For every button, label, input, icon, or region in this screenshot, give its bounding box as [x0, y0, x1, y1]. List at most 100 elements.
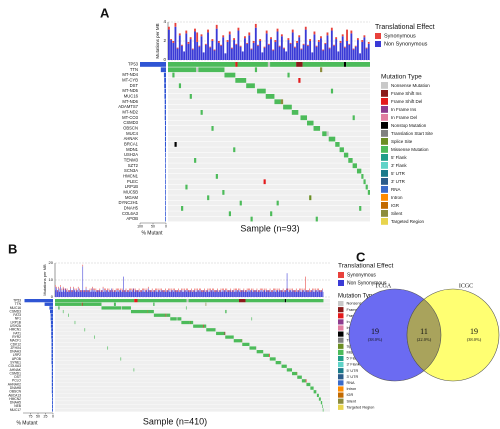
bar-segment: [62, 291, 63, 297]
percent-bar: [165, 190, 166, 195]
bar-segment: [359, 53, 361, 60]
bar-segment: [244, 291, 245, 297]
bar-segment: [155, 291, 157, 297]
bar-segment: [86, 291, 87, 297]
bar-segment: [191, 288, 192, 291]
mutation-cell: [222, 190, 225, 195]
bar-segment: [252, 290, 254, 297]
bar-segment: [144, 291, 145, 297]
gene-label: AHNAK: [124, 136, 139, 141]
bar-segment: [62, 288, 64, 297]
mutation-cell: [322, 404, 323, 408]
bar-segment: [287, 40, 290, 60]
bar-segment: [279, 291, 281, 297]
bar-segment: [79, 290, 81, 292]
mutation-cell: [281, 364, 287, 368]
bar-segment: [120, 288, 122, 291]
mutation-cell: [352, 163, 357, 169]
mutation-cell: [254, 67, 258, 73]
bar-segment: [320, 38, 322, 60]
percent-bar: [51, 357, 53, 361]
legend-swatch: [338, 392, 344, 398]
bar-segment: [210, 291, 212, 297]
bar-segment: [285, 290, 287, 292]
legend-label: Non Synonymous: [384, 41, 428, 47]
bar-segment: [83, 290, 84, 292]
percent-bar: [51, 368, 53, 372]
gene-label: NF1: [15, 317, 21, 321]
legend-label: 5' Flank: [347, 357, 360, 361]
bar-segment: [237, 30, 240, 60]
bar-segment: [169, 290, 171, 297]
bar-segment: [115, 288, 117, 291]
bar-segment: [125, 290, 126, 292]
mutation-cell: [274, 99, 281, 105]
bar-segment: [270, 37, 272, 40]
mutation-cell: [307, 120, 314, 126]
mutation-cell: [286, 299, 324, 303]
legend-swatch: [381, 130, 388, 137]
mutation-cell: [203, 324, 207, 328]
bar-segment: [250, 290, 252, 297]
bar-segment: [113, 290, 115, 292]
bar-segment: [361, 40, 364, 42]
gene-label: FAT3: [13, 313, 21, 317]
matrix-row-bg: [168, 131, 370, 137]
percent-bar: [51, 364, 53, 368]
bar-segment: [276, 291, 277, 297]
mutation-cell: [62, 309, 64, 314]
legend-label: RNA: [347, 381, 355, 385]
bar-segment: [201, 290, 203, 297]
bar-segment: [197, 291, 199, 297]
bar-segment: [151, 288, 153, 291]
bar-segment: [102, 288, 104, 297]
bar-segment: [335, 37, 338, 40]
legend-label: Nonstop Mutation: [391, 123, 427, 128]
bar-segment: [261, 291, 263, 297]
matrix-row-bg: [168, 168, 370, 174]
bar-segment: [173, 291, 175, 297]
bar-segment: [113, 291, 114, 297]
bar-segment: [356, 40, 359, 60]
matrix-row-bg: [168, 110, 370, 115]
bar-segment: [195, 290, 197, 297]
bar-segment: [244, 291, 246, 297]
bar-segment: [261, 52, 264, 60]
bar-segment: [158, 290, 160, 292]
gene-label: DYNC2H1: [118, 200, 138, 205]
mutation-cell: [82, 302, 102, 306]
bar-segment: [204, 290, 205, 297]
mutation-cell: [291, 110, 299, 115]
bar-segment: [367, 43, 370, 60]
mutation-cell: [84, 328, 86, 332]
matrix-row-bg: [168, 200, 370, 206]
bar-segment: [215, 290, 216, 292]
bar-segment: [241, 290, 243, 292]
bar-segment: [313, 34, 316, 60]
bar-segment: [244, 290, 246, 292]
bar-segment: [81, 291, 82, 297]
bar-segment: [110, 290, 112, 292]
percent-tick-label: 50: [36, 414, 40, 418]
bar-segment: [212, 290, 213, 297]
bar-segment: [343, 46, 346, 48]
bar-segment: [213, 288, 215, 291]
bar-segment: [128, 290, 129, 292]
bar-segment: [92, 290, 94, 297]
percent-bar: [52, 408, 53, 412]
bar-segment: [70, 286, 71, 289]
bar-segment: [339, 41, 342, 43]
bar-segment: [131, 288, 133, 291]
bar-segment: [140, 290, 142, 297]
gene-label: MT-ND6: [122, 99, 138, 104]
bar-segment: [288, 291, 289, 297]
mutation-cell: [189, 94, 192, 99]
bar-segment: [185, 288, 187, 291]
bar-segment: [168, 26, 170, 30]
mutation-cell: [346, 62, 370, 67]
bar-segment: [142, 291, 144, 297]
bar-segment: [68, 291, 69, 297]
bar-segment: [122, 290, 123, 292]
bar-segment: [64, 288, 66, 291]
bar-segment: [326, 35, 329, 60]
